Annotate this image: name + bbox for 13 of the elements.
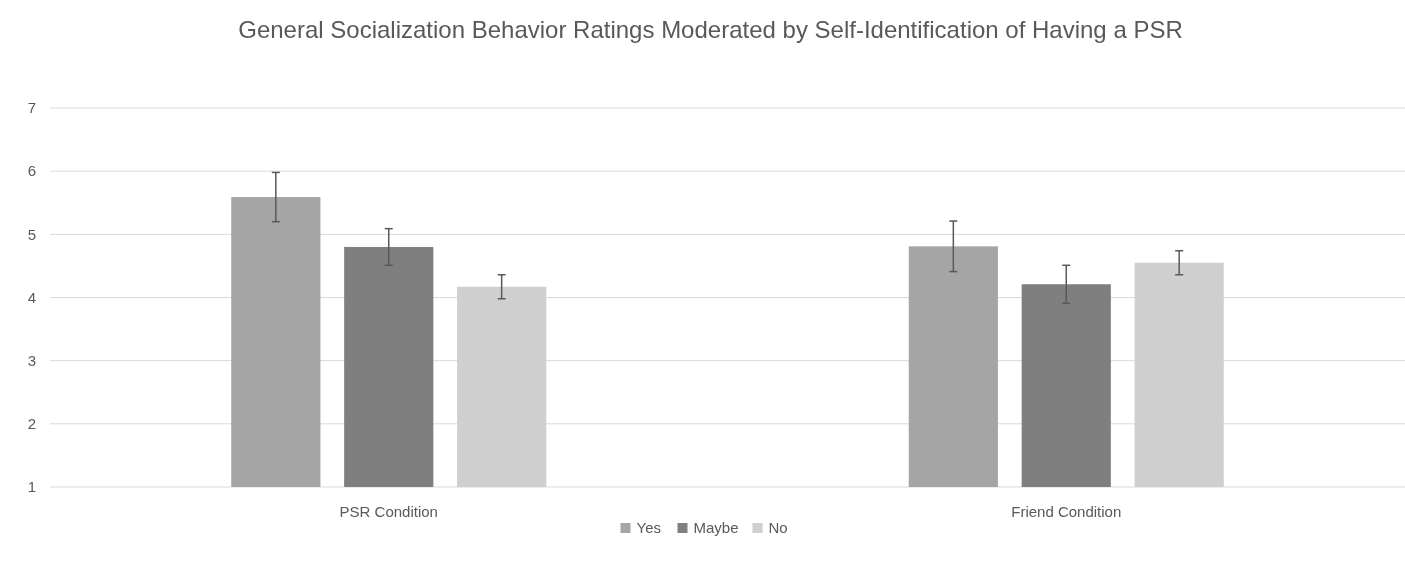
y-tick-label: 5: [27, 225, 36, 243]
legend-label: Yes: [636, 519, 661, 536]
x-tick-label: Friend Condition: [1011, 503, 1122, 520]
legend-label: No: [768, 519, 788, 536]
x-tick-label: PSR Condition: [339, 503, 438, 520]
y-tick-label: 4: [27, 288, 36, 306]
y-tick-label: 7: [27, 99, 36, 117]
y-tick-label: 3: [27, 351, 36, 369]
y-tick-label: 2: [27, 415, 36, 433]
chart-title: General Socialization Behavior Ratings Moderated by Self-Identification of Having a PSR: [238, 16, 1183, 43]
legend-label: Maybe: [693, 519, 739, 536]
y-tick-label: 1: [27, 478, 36, 496]
y-tick-label: 6: [27, 162, 36, 180]
